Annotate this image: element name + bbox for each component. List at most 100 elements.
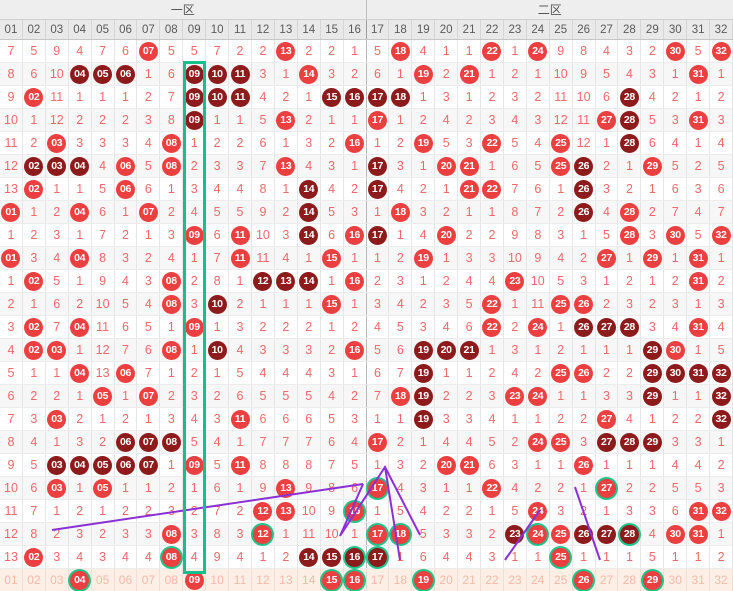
cell-r18-c16[interactable]: 5: [344, 454, 367, 476]
column-header-02[interactable]: 02: [23, 20, 46, 39]
drawn-ball[interactable]: 26: [574, 525, 593, 544]
cell-r12-c6[interactable]: 6: [115, 316, 138, 338]
cell-r7-c10[interactable]: 5: [206, 201, 229, 223]
cell-r2-c23[interactable]: 3: [504, 86, 527, 108]
cell-r9-c32[interactable]: 1: [710, 247, 733, 269]
cell-r4-c18[interactable]: 2: [389, 132, 412, 154]
cell-r6-c6[interactable]: 06: [115, 178, 138, 200]
column-header-16[interactable]: 16: [344, 20, 367, 39]
cell-r7-c11[interactable]: 5: [229, 201, 252, 223]
cell-r9-c27[interactable]: 27: [596, 247, 619, 269]
cell-r0-c27[interactable]: 4: [596, 40, 619, 62]
cell-r1-c26[interactable]: 9: [573, 63, 596, 85]
cell-r13-c21[interactable]: 21: [458, 339, 481, 361]
cell-r3-c9[interactable]: 09: [183, 109, 206, 131]
cell-r4-c12[interactable]: 6: [252, 132, 275, 154]
cell-r1-c27[interactable]: 5: [596, 63, 619, 85]
cell-r12-c11[interactable]: 3: [229, 316, 252, 338]
cell-r6-c12[interactable]: 8: [252, 178, 275, 200]
cell-r0-c10[interactable]: 7: [206, 40, 229, 62]
cell-r11-c17[interactable]: 3: [367, 293, 390, 315]
cell-r8-c6[interactable]: 2: [115, 224, 138, 246]
cell-r12-c20[interactable]: 4: [435, 316, 458, 338]
drawn-ball[interactable]: 11: [231, 65, 250, 84]
cell-r15-c31[interactable]: 1: [687, 385, 710, 407]
cell-r16-c14[interactable]: 6: [298, 408, 321, 430]
cell-r16-c1[interactable]: 7: [0, 408, 23, 430]
drawn-ball[interactable]: 17: [368, 433, 387, 452]
cell-r7-c22[interactable]: 1: [481, 201, 504, 223]
cell-r16-c13[interactable]: 6: [275, 408, 298, 430]
footer-drawn-ball[interactable]: 09: [185, 571, 204, 590]
cell-r14-c18[interactable]: 7: [389, 362, 412, 384]
drawn-ball[interactable]: 04: [70, 157, 89, 176]
cell-r8-c23[interactable]: 9: [504, 224, 527, 246]
cell-r14-c14[interactable]: 4: [298, 362, 321, 384]
cell-r13-c25[interactable]: 2: [550, 339, 573, 361]
drawn-ball[interactable]: 04: [70, 456, 89, 475]
cell-r17-c22[interactable]: 5: [481, 431, 504, 453]
cell-r8-c7[interactable]: 1: [137, 224, 160, 246]
cell-r13-c31[interactable]: 1: [687, 339, 710, 361]
cell-r9-c3[interactable]: 4: [46, 247, 69, 269]
drawn-ball[interactable]: 24: [528, 318, 547, 337]
cell-r1-c1[interactable]: 8: [0, 63, 23, 85]
cell-r12-c12[interactable]: 2: [252, 316, 275, 338]
drawn-ball[interactable]: 03: [47, 410, 66, 429]
cell-r17-c16[interactable]: 4: [344, 431, 367, 453]
column-header-18[interactable]: 18: [389, 20, 412, 39]
cell-r11-c31[interactable]: 1: [687, 293, 710, 315]
footer-cell-01[interactable]: 01: [0, 569, 23, 591]
drawn-ball[interactable]: 04: [70, 65, 89, 84]
cell-r11-c20[interactable]: 3: [435, 293, 458, 315]
cell-r10-c18[interactable]: 3: [389, 270, 412, 292]
cell-r11-c30[interactable]: 3: [664, 293, 687, 315]
cell-r13-c11[interactable]: 4: [229, 339, 252, 361]
cell-r6-c30[interactable]: 6: [664, 178, 687, 200]
column-header-12[interactable]: 12: [252, 20, 275, 39]
cell-r19-c6[interactable]: 1: [115, 477, 138, 499]
cell-r4-c22[interactable]: 22: [481, 132, 504, 154]
cell-r4-c8[interactable]: 08: [160, 132, 183, 154]
drawn-ball[interactable]: 08: [162, 157, 181, 176]
cell-r11-c16[interactable]: 1: [344, 293, 367, 315]
cell-r2-c25[interactable]: 11: [550, 86, 573, 108]
cell-r2-c20[interactable]: 3: [435, 86, 458, 108]
drawn-ball[interactable]: 14: [299, 226, 318, 245]
drawn-ball[interactable]: 21: [460, 456, 479, 475]
cell-r9-c6[interactable]: 3: [115, 247, 138, 269]
cell-r0-c7[interactable]: 07: [137, 40, 160, 62]
cell-r12-c3[interactable]: 7: [46, 316, 69, 338]
footer-drawn-ball[interactable]: 29: [643, 571, 662, 590]
cell-r22-c17[interactable]: 17: [367, 546, 390, 568]
drawn-ball[interactable]: 17: [368, 88, 387, 107]
cell-r16-c25[interactable]: 2: [550, 408, 573, 430]
cell-r6-c4[interactable]: 1: [69, 178, 92, 200]
cell-r16-c29[interactable]: 1: [641, 408, 664, 430]
cell-r19-c18[interactable]: 4: [389, 477, 412, 499]
drawn-ball[interactable]: 26: [574, 157, 593, 176]
cell-r2-c17[interactable]: 17: [367, 86, 390, 108]
drawn-ball[interactable]: 30: [666, 341, 685, 360]
cell-r18-c11[interactable]: 11: [229, 454, 252, 476]
drawn-ball[interactable]: 18: [391, 387, 410, 406]
cell-r22-c18[interactable]: 1: [389, 546, 412, 568]
cell-r21-c2[interactable]: 8: [23, 523, 46, 545]
cell-r14-c27[interactable]: 2: [596, 362, 619, 384]
cell-r11-c25[interactable]: 25: [550, 293, 573, 315]
cell-r13-c7[interactable]: 6: [137, 339, 160, 361]
drawn-ball[interactable]: 28: [620, 134, 639, 153]
cell-r19-c4[interactable]: 1: [69, 477, 92, 499]
cell-r21-c4[interactable]: 3: [69, 523, 92, 545]
cell-r18-c30[interactable]: 4: [664, 454, 687, 476]
cell-r2-c16[interactable]: 16: [344, 86, 367, 108]
drawn-ball[interactable]: 03: [47, 134, 66, 153]
drawn-ball[interactable]: 32: [712, 502, 731, 521]
cell-r14-c28[interactable]: 2: [618, 362, 641, 384]
drawn-ball[interactable]: 27: [597, 249, 616, 268]
cell-r9-c18[interactable]: 2: [389, 247, 412, 269]
cell-r9-c25[interactable]: 4: [550, 247, 573, 269]
column-header-07[interactable]: 07: [137, 20, 160, 39]
cell-r17-c2[interactable]: 4: [23, 431, 46, 453]
cell-r18-c8[interactable]: 1: [160, 454, 183, 476]
